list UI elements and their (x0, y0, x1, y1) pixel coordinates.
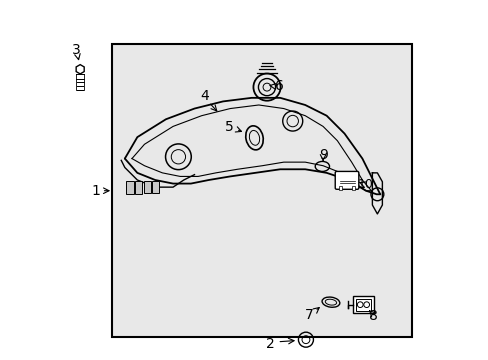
Text: 10: 10 (357, 178, 372, 191)
FancyBboxPatch shape (353, 296, 373, 313)
Text: 8: 8 (368, 309, 378, 323)
Bar (125, 181, 134, 194)
Bar (135, 181, 142, 194)
Text: 2: 2 (265, 337, 274, 351)
Text: 3: 3 (72, 42, 81, 57)
Bar (152, 181, 159, 193)
FancyBboxPatch shape (112, 44, 411, 337)
Text: 4: 4 (200, 89, 208, 103)
Bar (143, 181, 151, 193)
Text: 1: 1 (92, 184, 101, 198)
Text: 7: 7 (305, 308, 313, 322)
FancyBboxPatch shape (335, 171, 358, 189)
Bar (351, 186, 354, 190)
Bar (338, 186, 341, 190)
FancyBboxPatch shape (355, 298, 370, 311)
Text: 5: 5 (224, 120, 233, 134)
Polygon shape (76, 64, 84, 74)
Text: 9: 9 (318, 148, 327, 162)
Text: 6: 6 (275, 80, 284, 93)
